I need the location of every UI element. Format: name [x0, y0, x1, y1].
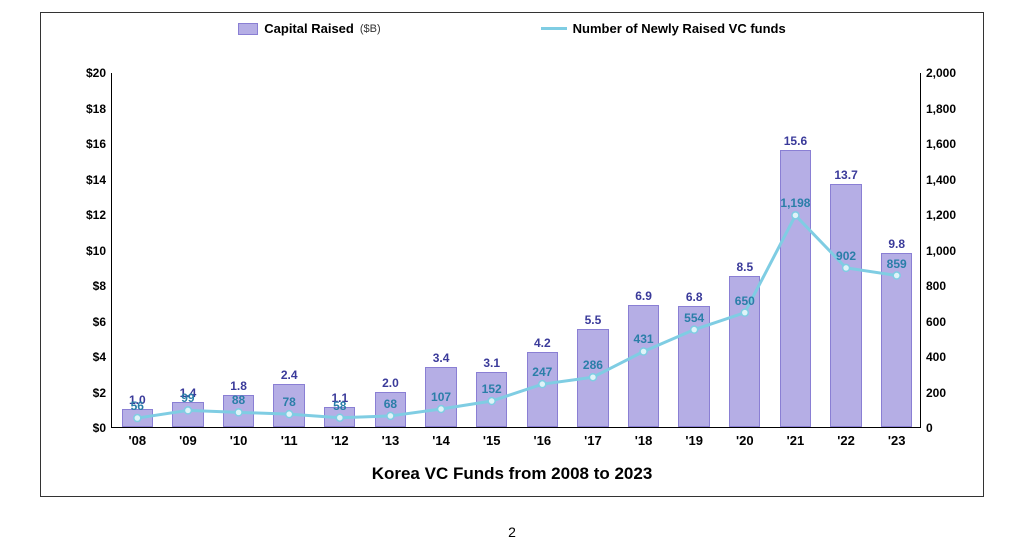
x-tick: '20 — [736, 427, 754, 448]
legend-item-bar: Capital Raised ($B) — [238, 21, 380, 36]
line-value-label: 88 — [232, 393, 245, 407]
y-left-tick: $20 — [86, 66, 112, 80]
x-tick: '17 — [584, 427, 602, 448]
y-left-tick: $12 — [86, 208, 112, 222]
x-tick: '15 — [483, 427, 501, 448]
y-left-tick: $6 — [93, 315, 112, 329]
y-right-tick: 600 — [920, 315, 946, 329]
line-value-label: 68 — [384, 397, 397, 411]
y-left-tick: $16 — [86, 137, 112, 151]
line-marker — [235, 409, 242, 416]
y-left-tick: $0 — [93, 421, 112, 435]
x-tick: '13 — [382, 427, 400, 448]
x-tick: '09 — [179, 427, 197, 448]
y-right-tick: 1,000 — [920, 244, 956, 258]
line-marker — [438, 406, 445, 413]
x-tick: '12 — [331, 427, 349, 448]
y-left-tick: $8 — [93, 279, 112, 293]
line-marker — [336, 414, 343, 421]
chart-frame: Capital Raised ($B) Number of Newly Rais… — [40, 12, 984, 497]
bar-swatch-icon — [238, 23, 258, 35]
plot-area: $0$2$4$6$8$10$12$14$16$18$20020040060080… — [111, 73, 921, 428]
y-right-tick: 1,600 — [920, 137, 956, 151]
legend: Capital Raised ($B) Number of Newly Rais… — [41, 21, 983, 36]
y-right-tick: 200 — [920, 386, 946, 400]
y-right-tick: 1,400 — [920, 173, 956, 187]
x-tick: '14 — [432, 427, 450, 448]
x-tick: '23 — [888, 427, 906, 448]
line-value-label: 650 — [735, 294, 755, 308]
line-series — [137, 215, 896, 418]
x-tick: '19 — [685, 427, 703, 448]
line-value-label: 902 — [836, 249, 856, 263]
y-right-tick: 2,000 — [920, 66, 956, 80]
y-right-tick: 400 — [920, 350, 946, 364]
legend-bar-label: Capital Raised — [264, 21, 354, 36]
line-value-label: 554 — [684, 311, 704, 325]
line-value-label: 78 — [283, 395, 296, 409]
x-tick: '10 — [230, 427, 248, 448]
line-value-label: 58 — [333, 399, 346, 413]
x-tick: '18 — [635, 427, 653, 448]
line-marker — [589, 374, 596, 381]
line-marker — [184, 407, 191, 414]
line-marker — [539, 381, 546, 388]
line-marker — [893, 272, 900, 279]
chart-title: Korea VC Funds from 2008 to 2023 — [41, 464, 983, 484]
x-tick: '16 — [534, 427, 552, 448]
line-marker — [640, 348, 647, 355]
line-value-label: 56 — [131, 399, 144, 413]
x-tick: '11 — [281, 427, 298, 448]
y-right-tick: 1,200 — [920, 208, 956, 222]
y-left-tick: $18 — [86, 102, 112, 116]
page-number: 2 — [0, 524, 1024, 540]
line-value-label: 859 — [887, 257, 907, 271]
line-value-label: 286 — [583, 358, 603, 372]
line-marker — [843, 264, 850, 271]
y-left-tick: $14 — [86, 173, 112, 187]
y-left-tick: $4 — [93, 350, 112, 364]
x-tick: '22 — [837, 427, 855, 448]
line-marker — [792, 212, 799, 219]
line-value-label: 1,198 — [780, 196, 810, 210]
legend-item-line: Number of Newly Raised VC funds — [541, 21, 786, 36]
line-overlay — [112, 73, 922, 428]
line-marker — [488, 398, 495, 405]
legend-bar-sub: ($B) — [360, 23, 381, 35]
line-marker — [134, 415, 141, 422]
x-tick: '08 — [129, 427, 147, 448]
line-value-label: 152 — [482, 382, 502, 396]
y-left-tick: $2 — [93, 386, 112, 400]
line-value-label: 431 — [634, 332, 654, 346]
x-tick: '21 — [787, 427, 805, 448]
line-value-label: 247 — [532, 365, 552, 379]
y-left-tick: $10 — [86, 244, 112, 258]
y-right-tick: 1,800 — [920, 102, 956, 116]
line-value-label: 107 — [431, 390, 451, 404]
line-marker — [387, 412, 394, 419]
line-marker — [691, 326, 698, 333]
line-value-label: 99 — [181, 391, 194, 405]
line-marker — [741, 309, 748, 316]
line-marker — [286, 411, 293, 418]
y-right-tick: 800 — [920, 279, 946, 293]
legend-line-label: Number of Newly Raised VC funds — [573, 21, 786, 36]
line-swatch-icon — [541, 27, 567, 30]
